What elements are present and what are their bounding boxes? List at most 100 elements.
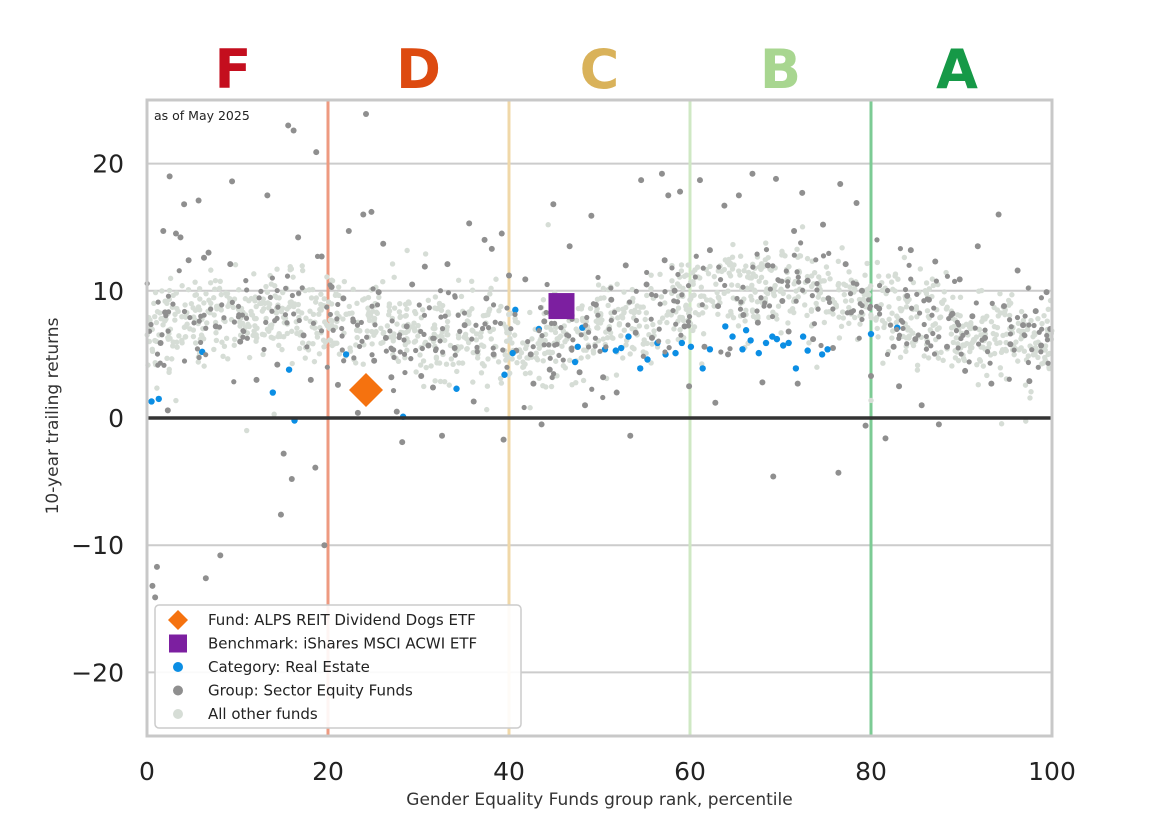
- all-funds-point: [360, 297, 366, 303]
- all-funds-point: [485, 311, 491, 318]
- all-funds-point: [296, 345, 303, 352]
- all-funds-point: [595, 325, 601, 331]
- all-funds-point: [749, 297, 755, 303]
- all-funds-point: [948, 331, 955, 337]
- sector-equity-point: [274, 361, 281, 368]
- all-funds-point: [204, 320, 210, 326]
- sector-equity-point: [877, 311, 883, 317]
- sector-equity-point: [546, 366, 553, 373]
- all-funds-point: [438, 307, 445, 314]
- all-funds-point: [196, 307, 203, 313]
- sector-equity-point: [953, 328, 960, 334]
- all-funds-point: [559, 343, 565, 349]
- all-funds-point: [669, 278, 675, 284]
- all-funds-point: [514, 359, 520, 366]
- legend-label: Fund: ALPS REIT Dividend Dogs ETF: [208, 611, 476, 629]
- all-funds-point: [968, 320, 974, 326]
- sector-equity-point: [1025, 285, 1031, 291]
- sector-equity-point: [216, 324, 223, 330]
- all-funds-point: [340, 316, 346, 322]
- sector-equity-point: [539, 333, 545, 339]
- sector-equity-point: [1020, 322, 1027, 329]
- as-of-note: as of May 2025: [154, 108, 250, 123]
- sector-equity-point: [258, 288, 264, 294]
- all-funds-point: [343, 311, 350, 317]
- sector-equity-point: [820, 253, 827, 259]
- sector-equity-point: [783, 268, 789, 274]
- all-funds-point: [172, 311, 178, 318]
- all-funds-point: [272, 283, 278, 289]
- all-funds-point: [360, 361, 366, 367]
- all-funds-point: [848, 297, 855, 304]
- all-funds-point: [573, 326, 579, 332]
- all-funds-point: [415, 333, 421, 339]
- all-funds-point: [318, 301, 324, 308]
- sector-equity-point: [717, 276, 724, 283]
- sector-equity-point: [900, 325, 906, 332]
- all-funds-point: [493, 276, 499, 282]
- sector-equity-point: [153, 563, 160, 570]
- all-funds-point: [691, 324, 698, 330]
- all-funds-point: [265, 300, 271, 306]
- all-funds-point: [681, 273, 688, 280]
- sector-equity-point: [154, 351, 161, 357]
- sector-equity-point: [685, 323, 692, 329]
- sector-equity-point: [455, 312, 461, 318]
- sector-equity-point: [550, 371, 557, 377]
- sector-equity-point: [791, 252, 797, 258]
- sector-equity-point: [289, 292, 296, 299]
- y-tick-label: 20: [92, 150, 124, 179]
- sector-equity-point: [815, 306, 821, 312]
- all-funds-point: [236, 287, 242, 293]
- sector-equity-point: [425, 342, 432, 349]
- sector-equity-point: [318, 253, 325, 260]
- all-funds-point: [621, 289, 627, 295]
- real-estate-point: [747, 337, 754, 344]
- x-axis-ticks: 0 20 40 60 80 100: [139, 757, 1076, 786]
- all-funds-point: [553, 358, 559, 364]
- all-funds-point: [316, 351, 323, 357]
- sector-equity-point: [951, 278, 958, 285]
- real-estate-point: [512, 306, 519, 314]
- all-funds-point: [1045, 351, 1051, 358]
- sector-equity-point: [716, 264, 722, 270]
- all-funds-point: [903, 304, 910, 310]
- sector-equity-point: [770, 263, 776, 269]
- sector-equity-point: [794, 269, 800, 275]
- sector-equity-point: [884, 287, 891, 294]
- all-funds-point: [1024, 326, 1031, 333]
- sector-equity-point: [403, 323, 410, 330]
- sector-equity-point: [904, 292, 911, 299]
- all-funds-point: [648, 285, 654, 292]
- sector-equity-point: [388, 374, 395, 381]
- sector-equity-point: [975, 341, 982, 347]
- sector-equity-point: [829, 345, 836, 352]
- all-funds-point: [366, 317, 373, 324]
- all-funds-point: [308, 295, 315, 301]
- sector-equity-point: [482, 321, 488, 327]
- all-funds-point: [341, 278, 348, 285]
- sector-equity-point: [1008, 324, 1014, 330]
- all-funds-point: [897, 354, 904, 360]
- all-funds-point: [331, 341, 337, 347]
- all-funds-point: [232, 262, 239, 268]
- all-funds-point: [425, 297, 432, 304]
- sector-equity-point: [865, 297, 872, 303]
- sector-equity-point: [858, 309, 865, 315]
- sector-equity-point: [409, 281, 416, 288]
- all-funds-point: [321, 344, 327, 350]
- y-axis-ticks: 20 10 0 −10 −20: [71, 150, 124, 688]
- all-funds-point: [433, 355, 440, 362]
- sector-equity-point: [644, 269, 650, 276]
- all-funds-point: [763, 240, 769, 246]
- all-funds-point: [545, 222, 551, 228]
- x-axis-label: Gender Equality Funds group rank, percen…: [406, 790, 792, 810]
- sector-equity-point: [904, 341, 910, 347]
- sector-equity-point: [164, 407, 171, 414]
- sector-equity-point: [763, 246, 770, 253]
- all-funds-point: [890, 328, 896, 334]
- fund-marker: [349, 373, 384, 408]
- sector-equity-point: [921, 321, 927, 328]
- all-funds-point: [967, 348, 973, 355]
